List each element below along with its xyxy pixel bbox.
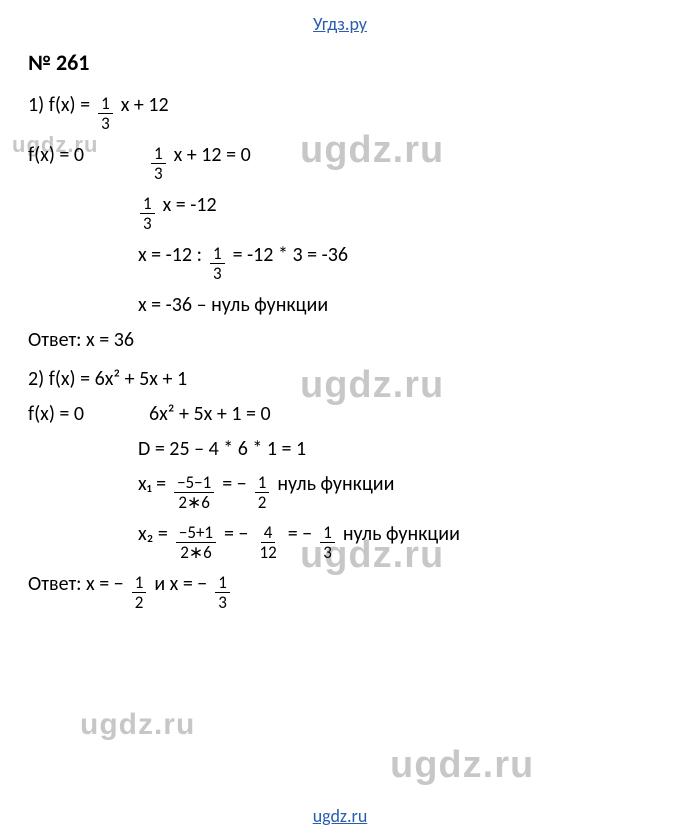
numerator: 4 (261, 524, 276, 543)
p2-x2-lhs: x₂ = (138, 521, 168, 548)
numerator: 1 (140, 195, 155, 214)
p1-answer: Ответ: x = 36 (28, 327, 652, 354)
numerator: 1 (132, 574, 147, 593)
denominator: 3 (215, 593, 230, 611)
p2-expression: 2) f(x) = 6x² + 5x + 1 (28, 366, 652, 393)
equals: = − (288, 521, 312, 548)
p2-answer: Ответ: x = − 1 2 и x = − 1 3 (28, 571, 652, 613)
fraction: −5−1 2∗6 (174, 474, 214, 511)
p1-step3: x = -12 : 1 3 = -12 * 3 = -36 (28, 242, 652, 284)
p1-step2-tail: x = -12 (163, 192, 217, 219)
fraction: −5+1 2∗6 (176, 524, 216, 561)
denominator: 3 (320, 543, 335, 561)
fraction: 1 3 (210, 245, 225, 282)
p1-result-text: x = -36 – нуль функции (138, 292, 328, 319)
p1-expression: 1) f(x) = 1 3 x + 12 (28, 92, 652, 134)
site-header-link[interactable]: Угдз.ру (28, 12, 652, 36)
fraction: 4 12 (257, 524, 280, 561)
numerator: 1 (210, 245, 225, 264)
fraction: 1 3 (320, 524, 335, 561)
numerator: 1 (151, 145, 166, 164)
p2-step1: 6x² + 5x + 1 = 0 (149, 401, 271, 428)
fraction: 1 3 (215, 574, 230, 611)
p2-expr: 2) f(x) = 6x² + 5x + 1 (28, 366, 187, 393)
denominator: 2∗6 (175, 493, 212, 511)
p1-step3-mid: = -12 * 3 = -36 (233, 242, 348, 269)
p2-answer-mid: и x = − (154, 571, 207, 598)
p2-x2-tail: нуль функции (343, 521, 460, 548)
fraction: 1 3 (140, 195, 155, 232)
numerator: −5+1 (176, 524, 216, 543)
denominator: 3 (98, 114, 113, 132)
p2-condition: f(x) = 0 (28, 401, 123, 428)
denominator: 3 (140, 214, 155, 232)
numerator: −5−1 (174, 474, 214, 493)
fraction: 1 3 (151, 145, 166, 182)
fraction: 1 2 (255, 474, 270, 511)
numerator: 1 (255, 474, 270, 493)
denominator: 2 (255, 493, 270, 511)
p2-x1: x₁ = −5−1 2∗6 = − 1 2 нуль функции (28, 471, 652, 513)
equals: = − (224, 521, 248, 548)
p2-x1-tail: нуль функции (277, 471, 394, 498)
equals: = − (222, 471, 246, 498)
denominator: 2 (132, 593, 147, 611)
p2-step1-row: f(x) = 0 6x² + 5x + 1 = 0 (28, 401, 652, 428)
watermark: ugdz.ru (80, 705, 195, 746)
site-footer-link[interactable]: ugdz.ru (0, 804, 680, 828)
p2-x1-lhs: x₁ = (138, 471, 166, 498)
fraction: 1 3 (98, 95, 113, 132)
p1-expr-label: 1) f(x) = (28, 92, 90, 119)
p1-result: x = -36 – нуль функции (28, 292, 652, 319)
p1-expr-tail: x + 12 (121, 92, 169, 119)
denominator: 3 (151, 164, 166, 182)
denominator: 12 (257, 543, 280, 561)
p1-step1: f(x) = 0 1 3 x + 12 = 0 (28, 142, 652, 184)
numerator: 1 (320, 524, 335, 543)
numerator: 1 (215, 574, 230, 593)
p2-answer-pre: Ответ: x = − (28, 571, 124, 598)
watermark: ugdz.ru (390, 740, 534, 791)
p1-step1-tail: x + 12 = 0 (174, 142, 251, 169)
denominator: 3 (210, 264, 225, 282)
numerator: 1 (98, 95, 113, 114)
fraction: 1 2 (132, 574, 147, 611)
p2-discr: D = 25 – 4 * 6 * 1 = 1 (138, 436, 306, 463)
denominator: 2∗6 (177, 543, 214, 561)
p1-step2: 1 3 x = -12 (28, 192, 652, 234)
p2-discriminant: D = 25 – 4 * 6 * 1 = 1 (28, 436, 652, 463)
p1-step3-pre: x = -12 : (138, 242, 202, 269)
problem-title: № 261 (28, 48, 652, 78)
p1-condition: f(x) = 0 (28, 142, 123, 169)
p2-x2: x₂ = −5+1 2∗6 = − 4 12 = − 1 3 нуль функ… (28, 521, 652, 563)
